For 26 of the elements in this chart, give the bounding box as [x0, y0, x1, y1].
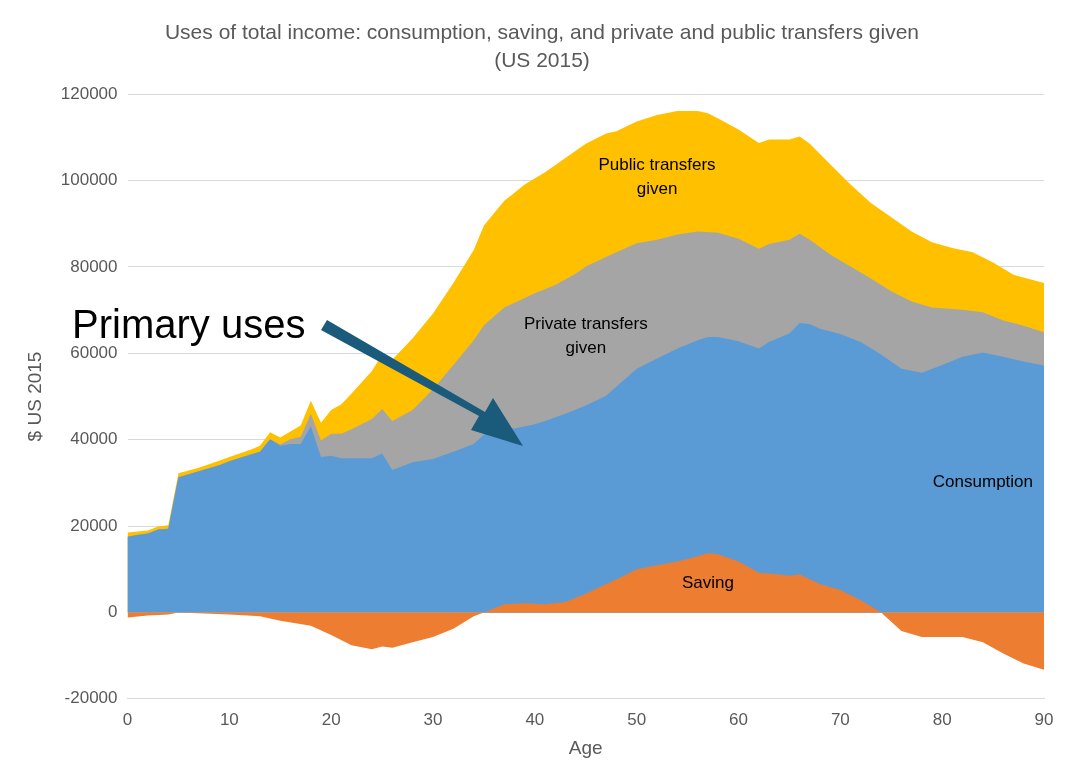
y-tick-label: 40000: [70, 429, 118, 449]
y-axis-title: $ US 2015: [23, 351, 45, 442]
x-tick-label: 20: [321, 709, 341, 729]
series-label: Private transfers given: [523, 313, 648, 357]
series-label: Public transfers given: [598, 155, 716, 199]
x-tick-label: 10: [219, 709, 239, 729]
y-tick-label: 60000: [70, 343, 118, 362]
x-tick-label: 40: [525, 709, 545, 729]
x-tick-label: 30: [423, 709, 443, 729]
y-tick-label: 20000: [70, 515, 118, 535]
annotation: Primary uses: [72, 301, 306, 346]
y-tick-label: 80000: [70, 256, 118, 276]
x-tick-label: 90: [1034, 709, 1054, 729]
x-axis-title: Age: [568, 736, 603, 758]
x-tick-label: 80: [932, 709, 952, 729]
y-tick-label: -20000: [64, 688, 118, 708]
x-tick-label: 0: [122, 709, 133, 729]
y-tick-label: 0: [108, 602, 118, 622]
series-label: Saving: [681, 572, 734, 592]
y-tick-label: 100000: [60, 170, 118, 190]
x-tick-label: 50: [627, 709, 647, 729]
y-tick-label: 120000: [60, 83, 118, 103]
x-tick-label: 60: [729, 709, 748, 729]
chart-title: Uses of total income: consumption, saving, and private and public transfers given (US 2015): [163, 19, 921, 73]
series-label: Consumption: [932, 472, 1033, 492]
x-tick-label: 70: [830, 709, 850, 729]
